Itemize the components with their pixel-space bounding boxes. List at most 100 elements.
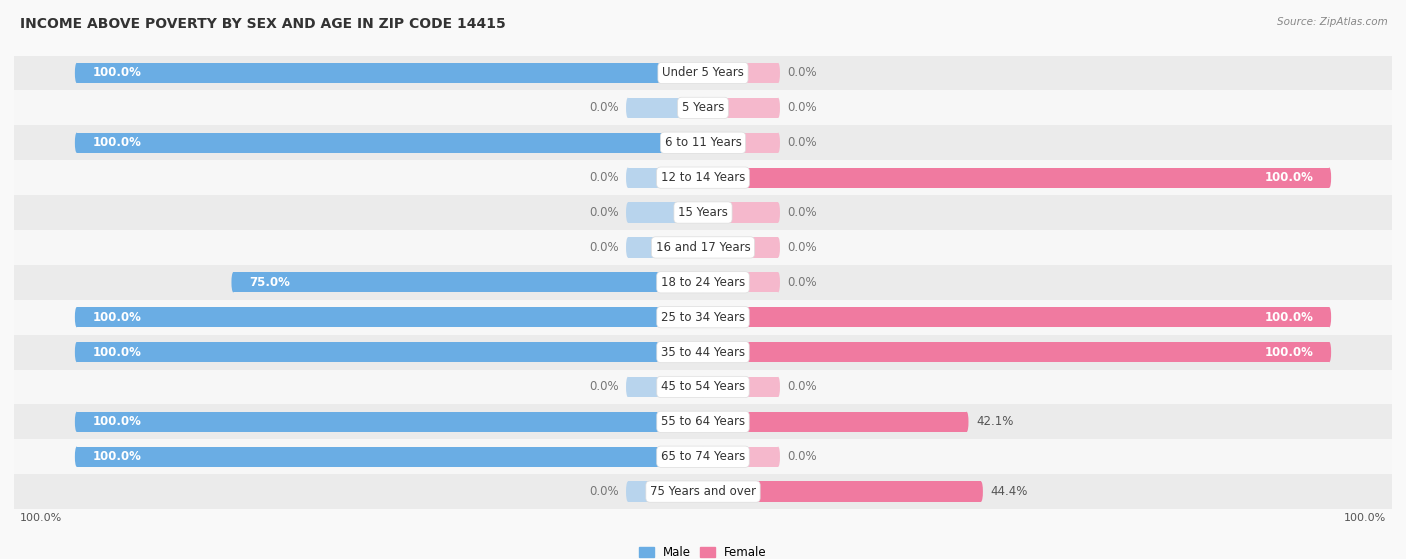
Bar <box>703 63 778 83</box>
Bar <box>703 132 778 153</box>
Text: 100.0%: 100.0% <box>1265 345 1313 358</box>
Bar <box>233 272 703 292</box>
Circle shape <box>702 98 704 118</box>
Circle shape <box>75 132 79 153</box>
Circle shape <box>776 377 780 397</box>
Circle shape <box>626 377 630 397</box>
Bar <box>703 481 981 502</box>
Circle shape <box>702 307 704 328</box>
Bar <box>14 91 1392 125</box>
Text: Source: ZipAtlas.com: Source: ZipAtlas.com <box>1277 17 1388 27</box>
Bar <box>703 307 1329 328</box>
Legend: Male, Female: Male, Female <box>634 542 772 559</box>
Circle shape <box>702 272 704 292</box>
Circle shape <box>75 307 79 328</box>
Bar <box>77 447 703 467</box>
Circle shape <box>702 447 704 467</box>
Bar <box>628 202 703 222</box>
Bar <box>77 63 703 83</box>
Circle shape <box>1327 168 1331 188</box>
Text: 0.0%: 0.0% <box>589 171 619 184</box>
Circle shape <box>702 202 704 222</box>
Bar <box>14 160 1392 195</box>
Circle shape <box>702 377 704 397</box>
Text: 75.0%: 75.0% <box>249 276 290 289</box>
Bar <box>628 481 703 502</box>
Text: 35 to 44 Years: 35 to 44 Years <box>661 345 745 358</box>
Bar <box>14 55 1392 91</box>
Text: 100.0%: 100.0% <box>93 345 141 358</box>
Circle shape <box>702 412 704 432</box>
Text: 42.1%: 42.1% <box>976 415 1014 428</box>
Text: 100.0%: 100.0% <box>93 450 141 463</box>
Text: 0.0%: 0.0% <box>787 276 817 289</box>
Text: 0.0%: 0.0% <box>589 485 619 498</box>
Text: 0.0%: 0.0% <box>787 241 817 254</box>
Circle shape <box>776 202 780 222</box>
Circle shape <box>1327 307 1331 328</box>
Bar <box>703 98 778 118</box>
Text: INCOME ABOVE POVERTY BY SEX AND AGE IN ZIP CODE 14415: INCOME ABOVE POVERTY BY SEX AND AGE IN Z… <box>20 17 505 31</box>
Text: 75 Years and over: 75 Years and over <box>650 485 756 498</box>
Text: 0.0%: 0.0% <box>787 206 817 219</box>
Circle shape <box>75 412 79 432</box>
Text: 0.0%: 0.0% <box>589 101 619 115</box>
Circle shape <box>702 168 704 188</box>
Circle shape <box>702 342 704 362</box>
Bar <box>628 237 703 258</box>
Text: 0.0%: 0.0% <box>787 450 817 463</box>
Text: 6 to 11 Years: 6 to 11 Years <box>665 136 741 149</box>
Bar <box>703 447 778 467</box>
Bar <box>703 272 778 292</box>
Bar <box>77 132 703 153</box>
Circle shape <box>702 481 704 502</box>
Bar <box>14 265 1392 300</box>
Text: 0.0%: 0.0% <box>589 206 619 219</box>
Circle shape <box>776 63 780 83</box>
Bar <box>77 307 703 328</box>
Circle shape <box>626 98 630 118</box>
Circle shape <box>702 63 704 83</box>
Circle shape <box>702 63 704 83</box>
Circle shape <box>75 342 79 362</box>
Bar <box>14 335 1392 369</box>
Bar <box>14 125 1392 160</box>
Circle shape <box>702 168 704 188</box>
Circle shape <box>626 202 630 222</box>
Circle shape <box>702 132 704 153</box>
Circle shape <box>702 237 704 258</box>
Bar <box>628 98 703 118</box>
Bar <box>703 377 778 397</box>
Bar <box>14 195 1392 230</box>
Circle shape <box>702 98 704 118</box>
Circle shape <box>702 307 704 328</box>
Circle shape <box>75 447 79 467</box>
Circle shape <box>626 168 630 188</box>
Bar <box>14 439 1392 474</box>
Circle shape <box>75 63 79 83</box>
Circle shape <box>626 237 630 258</box>
Circle shape <box>702 132 704 153</box>
Circle shape <box>702 481 704 502</box>
Bar <box>628 168 703 188</box>
Text: Under 5 Years: Under 5 Years <box>662 67 744 79</box>
Text: 55 to 64 Years: 55 to 64 Years <box>661 415 745 428</box>
Circle shape <box>776 237 780 258</box>
Circle shape <box>776 132 780 153</box>
Bar <box>703 412 967 432</box>
Text: 100.0%: 100.0% <box>93 136 141 149</box>
Bar <box>703 342 1329 362</box>
Circle shape <box>1327 342 1331 362</box>
Text: 100.0%: 100.0% <box>1265 311 1313 324</box>
Text: 45 to 54 Years: 45 to 54 Years <box>661 381 745 394</box>
Circle shape <box>702 202 704 222</box>
Bar <box>77 342 703 362</box>
Text: 25 to 34 Years: 25 to 34 Years <box>661 311 745 324</box>
Circle shape <box>979 481 983 502</box>
Bar <box>14 404 1392 439</box>
Circle shape <box>702 412 704 432</box>
Text: 0.0%: 0.0% <box>787 101 817 115</box>
Text: 0.0%: 0.0% <box>787 136 817 149</box>
Bar <box>14 230 1392 265</box>
Circle shape <box>702 237 704 258</box>
